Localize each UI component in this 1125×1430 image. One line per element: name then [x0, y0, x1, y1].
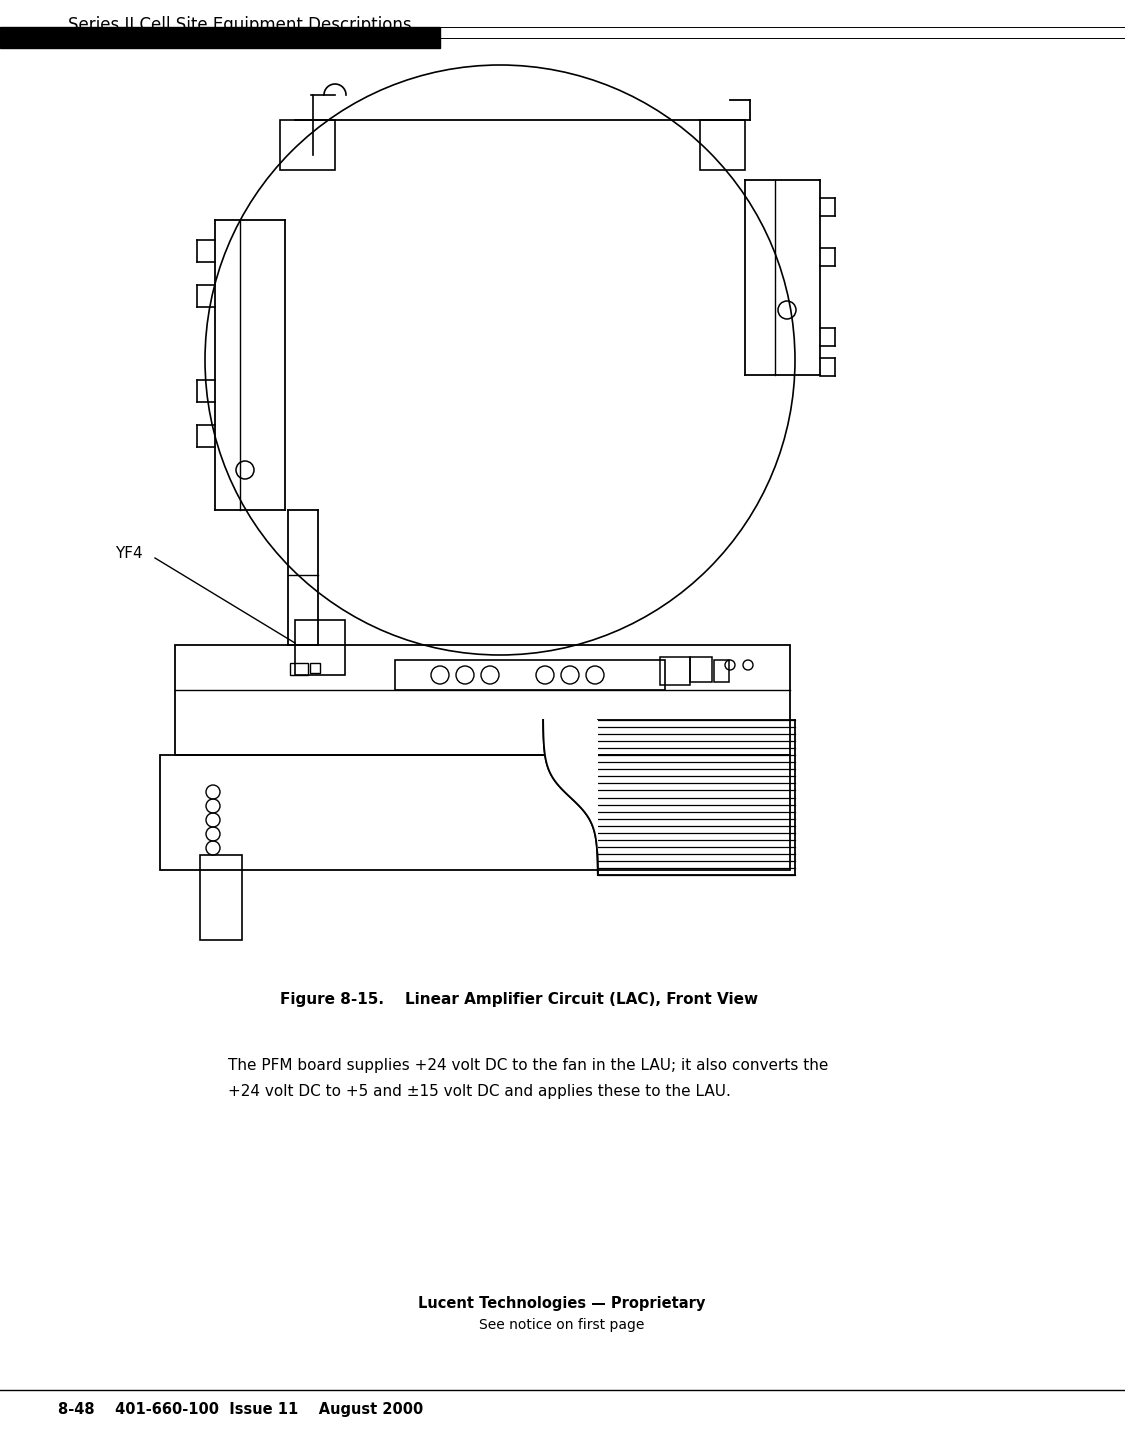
Bar — [714, 661, 729, 682]
Text: See notice on first page: See notice on first page — [479, 1318, 645, 1331]
Text: YF4: YF4 — [115, 545, 143, 561]
Text: The PFM board supplies +24 volt DC to the fan in the LAU; it also converts the: The PFM board supplies +24 volt DC to th… — [228, 1058, 828, 1072]
Bar — [660, 656, 690, 685]
Bar — [160, 755, 790, 869]
Bar — [295, 621, 345, 675]
Text: Lucent Technologies — Proprietary: Lucent Technologies — Proprietary — [418, 1296, 705, 1311]
Bar — [176, 645, 790, 755]
Bar — [395, 661, 665, 691]
Text: Figure 8-15.    Linear Amplifier Circuit (LAC), Front View: Figure 8-15. Linear Amplifier Circuit (L… — [280, 992, 758, 1007]
Bar — [700, 120, 745, 170]
Text: 8-48    401-660-100  Issue 11    August 2000: 8-48 401-660-100 Issue 11 August 2000 — [58, 1401, 423, 1417]
Bar — [200, 855, 242, 940]
Bar — [310, 664, 319, 674]
Bar — [280, 120, 335, 170]
Bar — [0, 27, 440, 49]
Text: Series II Cell Site Equipment Descriptions: Series II Cell Site Equipment Descriptio… — [68, 16, 412, 34]
PathPatch shape — [543, 719, 598, 875]
Bar — [290, 664, 308, 675]
Bar — [690, 656, 712, 682]
Text: +24 volt DC to +5 and ±15 volt DC and applies these to the LAU.: +24 volt DC to +5 and ±15 volt DC and ap… — [228, 1084, 731, 1100]
